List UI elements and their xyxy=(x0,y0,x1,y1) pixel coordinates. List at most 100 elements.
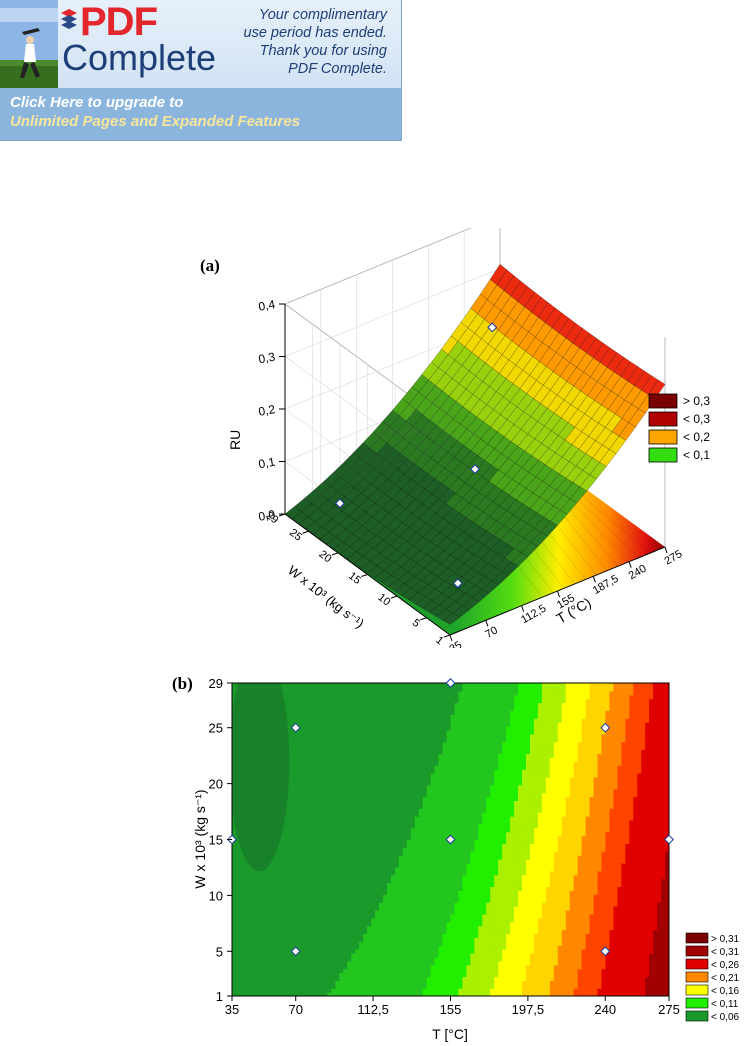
contour-cell xyxy=(267,913,273,919)
contour-cell xyxy=(597,941,603,946)
contour-cell xyxy=(494,921,499,927)
contour-cell xyxy=(502,855,507,860)
upgrade-link[interactable]: Click Here to upgrade to xyxy=(10,94,184,111)
contour-cell xyxy=(577,941,583,946)
contour-cell xyxy=(351,917,356,923)
contour-cell xyxy=(533,855,539,860)
contour-cell xyxy=(331,898,336,903)
contour-cell xyxy=(367,894,372,899)
contour-cell xyxy=(537,980,543,985)
contour-cell xyxy=(478,992,483,996)
contour-cell xyxy=(275,952,281,958)
upgrade-banner[interactable]: PDF Complete Your complimentary use peri… xyxy=(0,0,402,141)
contour-cell xyxy=(291,972,297,978)
contour-cell xyxy=(275,870,281,876)
contour-cell xyxy=(307,929,313,934)
contour-cell xyxy=(661,945,666,950)
contour-cell xyxy=(553,917,559,923)
contour-cell xyxy=(255,988,261,993)
contour-cell xyxy=(279,894,285,899)
contour-cell xyxy=(510,984,515,989)
contour-cell xyxy=(279,984,285,989)
contour-cell xyxy=(466,851,471,856)
contour-cell xyxy=(347,913,352,919)
contour-cell xyxy=(625,988,630,993)
contour-cell xyxy=(339,992,344,996)
contour-cell xyxy=(502,913,507,919)
contour-cell xyxy=(621,870,626,876)
contour-cell xyxy=(629,870,634,876)
contour-cell xyxy=(601,878,607,884)
contour-cell xyxy=(323,921,328,927)
contour-cell xyxy=(378,921,384,927)
contour-cell xyxy=(378,859,384,864)
contour-cell xyxy=(319,968,324,974)
contour-cell xyxy=(649,933,654,938)
contour-cell xyxy=(247,941,253,946)
contour-cell xyxy=(661,855,666,860)
contour-cell xyxy=(239,941,245,946)
contour-cell xyxy=(426,925,432,931)
contour-cell xyxy=(243,862,249,868)
contour-cell xyxy=(474,862,479,868)
contour-cell xyxy=(621,843,626,848)
contour-cell xyxy=(462,878,467,884)
contour-cell xyxy=(410,882,416,888)
contour-cell xyxy=(510,945,515,950)
contour-cell xyxy=(291,968,297,974)
contour-cell xyxy=(569,952,575,958)
contour-cell xyxy=(311,917,317,923)
contour-cell xyxy=(255,902,261,907)
contour-cell xyxy=(335,851,340,856)
contour-cell xyxy=(637,933,642,938)
contour-cell xyxy=(581,960,587,966)
contour-cell xyxy=(458,988,464,993)
contour-cell xyxy=(494,925,499,931)
contour-cell xyxy=(482,839,487,845)
contour-cell xyxy=(529,933,535,938)
contour-cell xyxy=(259,968,265,974)
contour-cell xyxy=(657,859,662,864)
contour-cell xyxy=(514,906,519,911)
contour-cell xyxy=(239,988,245,993)
contour-cell xyxy=(621,976,626,981)
contour-cell xyxy=(386,933,392,938)
contour-cell xyxy=(315,862,320,868)
contour-cell xyxy=(641,913,646,919)
contour-cell xyxy=(386,917,392,923)
contour-cell xyxy=(367,980,372,985)
contour-cell xyxy=(426,862,432,868)
contour-cell xyxy=(394,984,400,989)
contour-cell xyxy=(613,960,618,966)
contour-cell xyxy=(553,925,559,931)
contour-cell xyxy=(657,984,662,989)
upgrade-link[interactable]: Unlimited Pages and Expanded Features xyxy=(10,113,301,130)
contour-cell xyxy=(490,992,495,996)
contour-cell xyxy=(335,902,340,907)
contour-cell xyxy=(295,988,301,993)
contour-cell xyxy=(510,902,515,907)
contour-cell xyxy=(581,909,587,915)
contour-cell xyxy=(355,847,360,852)
contour-cell xyxy=(549,898,555,903)
contour-cell xyxy=(490,956,495,962)
contour-cell xyxy=(339,874,344,880)
contour-cell xyxy=(418,902,424,907)
contour-cell xyxy=(239,984,245,989)
contour-cell xyxy=(363,898,368,903)
contour-cell xyxy=(299,913,305,919)
contour-cell xyxy=(474,878,479,884)
contour-cell xyxy=(617,929,622,934)
contour-cell xyxy=(450,859,456,864)
contour-cell xyxy=(514,980,519,985)
contour-cell xyxy=(311,992,317,996)
contour-cell xyxy=(371,839,376,845)
contour-cell xyxy=(251,874,257,880)
contour-cell xyxy=(637,894,642,899)
contour-cell xyxy=(402,917,408,923)
contour-cell xyxy=(382,902,388,907)
contour-cell xyxy=(331,937,336,942)
contour-cell xyxy=(474,925,479,931)
contour-cell xyxy=(335,925,340,931)
contour-cell xyxy=(617,866,622,872)
